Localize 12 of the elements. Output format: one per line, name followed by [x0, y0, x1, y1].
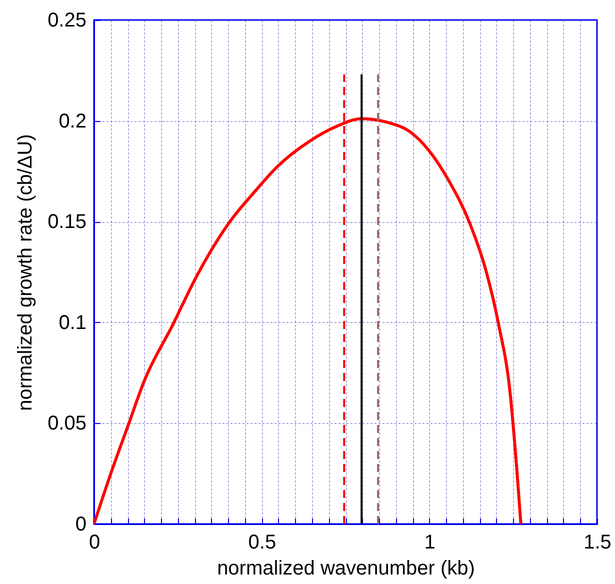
y-tick-label: 0.2	[58, 110, 86, 132]
y-tick-label: 0.25	[48, 10, 86, 32]
y-tick-label: 0	[75, 514, 86, 536]
x-tick-label: 1.5	[584, 532, 612, 554]
y-tick-label: 0.1	[58, 312, 86, 334]
x-tick-label: 0	[88, 532, 100, 554]
x-axis-title: normalized wavenumber (kb)	[217, 558, 475, 580]
x-tick-label: 0.5	[248, 532, 276, 554]
y-tick-label: 0.15	[48, 211, 86, 234]
x-tick-label: 1	[424, 532, 436, 554]
y-tick-label: 0.05	[48, 412, 86, 435]
y-axis-title: normalized growth rate (cb/ΔU)	[14, 134, 37, 411]
